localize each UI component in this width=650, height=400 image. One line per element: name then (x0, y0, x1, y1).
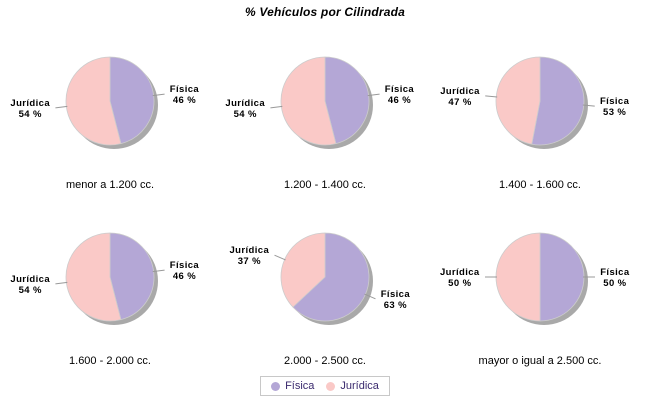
slice-label: Física (170, 84, 200, 95)
slice-label: 63 % (384, 300, 407, 311)
pie-panel-4: Física 46 % Jurídica 54 % 1.600 - 2.000 cc. (2, 201, 218, 373)
slice-label: Física (385, 84, 415, 95)
leader-line (152, 269, 165, 273)
slice-label: Jurídica (225, 98, 265, 109)
legend-label: Física (285, 380, 315, 392)
pie-panel-5: Física 63 % Jurídica 37 % 2.000 - 2.500 cc. (217, 201, 433, 373)
pie-category-label: mayor o igual a 2.500 cc. (479, 355, 602, 367)
slice-label: 46 % (388, 95, 411, 106)
slice-label: Jurídica (230, 245, 270, 256)
slice-label: Física (600, 96, 630, 107)
pie-panel-6: Física 50 % Jurídica 50 % mayor o igual a 2.… (432, 201, 648, 373)
slice-label: 54 % (19, 285, 42, 296)
slice-label: 46 % (173, 271, 196, 282)
legend-swatch-icon (271, 381, 281, 391)
leader-line (364, 293, 376, 300)
slice-label: 37 % (238, 256, 261, 267)
leader-line (274, 254, 286, 261)
slice-label: 50 % (603, 278, 626, 289)
slice-label: 53 % (603, 107, 626, 118)
slice-label: 50 % (448, 278, 471, 289)
pie-category-label: 1.400 - 1.600 cc. (499, 179, 581, 191)
pie-slice-jurdica (495, 56, 541, 145)
legend-box: Física Jurídica (260, 376, 390, 396)
leader-line (367, 93, 380, 97)
slice-label: Física (170, 260, 200, 271)
slice-label: Jurídica (10, 98, 50, 109)
pie-panel-1: Física 46 % Jurídica 54 % menor a 1.200 cc. (2, 25, 218, 197)
slice-label: Física (381, 289, 411, 300)
pie-slice-jurdica (495, 232, 541, 322)
legend-item-jurdica: Jurídica (326, 380, 379, 392)
leader-line (582, 104, 595, 107)
slice-label: 46 % (173, 95, 196, 106)
legend-item-fsica: Física (271, 380, 314, 392)
pie-panel-3: Física 53 % Jurídica 47 % 1.400 - 1.600 cc. (432, 25, 648, 197)
pie-category-label: 2.000 - 2.500 cc. (284, 355, 366, 367)
slice-label: Física (600, 267, 630, 278)
legend: Física Jurídica (0, 376, 650, 396)
slice-label: Jurídica (440, 267, 480, 278)
leader-line (55, 105, 68, 109)
leader-line (55, 281, 68, 285)
leader-line (270, 105, 283, 109)
slice-label: Jurídica (10, 274, 50, 285)
legend-label: Jurídica (340, 380, 379, 392)
slice-label: Jurídica (440, 86, 480, 97)
pie-category-label: 1.200 - 1.400 cc. (284, 179, 366, 191)
slice-label: 47 % (448, 97, 471, 108)
pie-category-label: 1.600 - 2.000 cc. (69, 355, 151, 367)
slice-label: 54 % (19, 109, 42, 120)
leader-line (485, 95, 498, 98)
legend-swatch-icon (326, 381, 336, 391)
pie-category-label: menor a 1.200 cc. (66, 179, 154, 191)
pie-panel-2: Física 46 % Jurídica 54 % 1.200 - 1.400 cc. (217, 25, 433, 197)
chart-title: % Vehículos por Cilindrada (244, 5, 406, 19)
slice-label: 54 % (234, 109, 257, 120)
leader-line (152, 93, 165, 97)
